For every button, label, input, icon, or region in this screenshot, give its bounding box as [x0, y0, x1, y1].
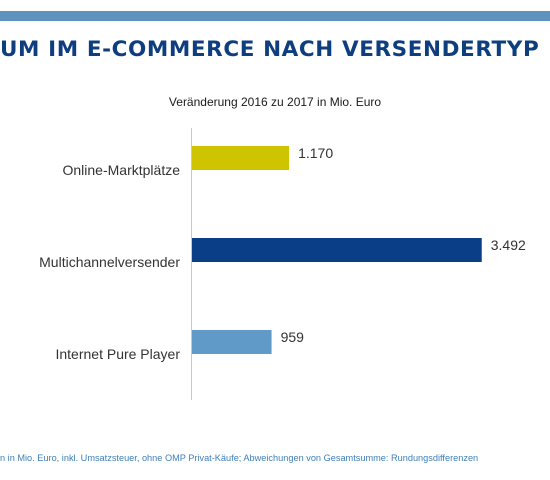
category-label-0: Online-Marktplätze — [63, 162, 181, 178]
value-label-2: 959 — [281, 329, 305, 345]
bar-0 — [192, 146, 290, 170]
page-title: UM IM E-COMMERCE NACH VERSENDERTYP — [0, 37, 540, 62]
chart-subtitle: Veränderung 2016 zu 2017 in Mio. Euro — [168, 95, 382, 109]
header-accent-bar — [0, 11, 550, 21]
category-label-1: Multichannelversender — [39, 254, 180, 270]
footnote: n in Mio. Euro, inkl. Umsatzsteuer, ohne… — [0, 453, 479, 463]
bar-1 — [192, 238, 482, 262]
category-label-2: Internet Pure Player — [55, 346, 180, 362]
bar-2 — [192, 330, 272, 354]
value-label-0: 1.170 — [298, 145, 333, 161]
value-label-1: 3.492 — [491, 237, 526, 253]
